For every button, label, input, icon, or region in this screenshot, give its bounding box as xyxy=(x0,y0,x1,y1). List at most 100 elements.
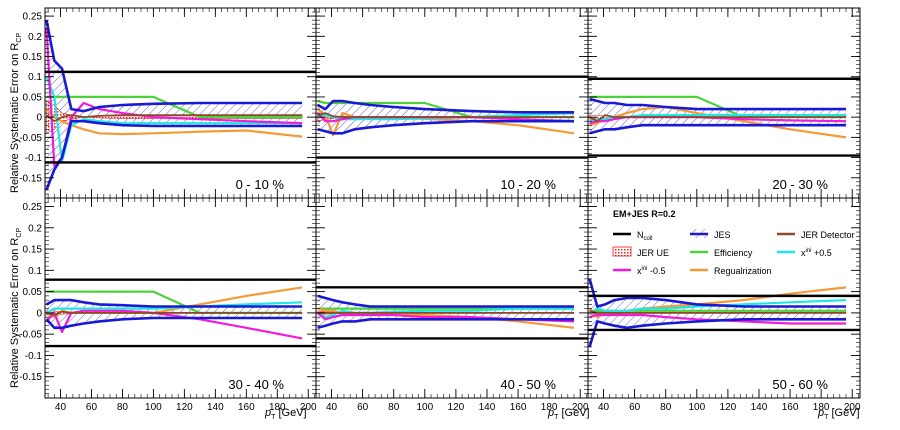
y-tick-label: 0.1 xyxy=(28,72,42,83)
y-axis-title-top: Relative Systematic Error on RCP xyxy=(9,33,23,193)
legend-label: Ncoll xyxy=(637,230,653,242)
panel-plot-area xyxy=(316,75,588,159)
x-tick-label: 120 xyxy=(448,402,465,413)
xini-plus-line xyxy=(589,299,847,314)
panel-plot-area xyxy=(45,278,316,348)
x-axis-title-3: pT [GeV] xyxy=(817,407,860,421)
y-tick-label: 0.05 xyxy=(23,92,43,103)
legend-item-regularization: Regualrization xyxy=(690,266,772,276)
x-tick-label: 120 xyxy=(720,402,737,413)
jes-lower-line xyxy=(317,318,574,330)
x-tick-label: 60 xyxy=(86,402,98,413)
centrality-label: 40 - 50 % xyxy=(500,377,556,392)
legend-label: JER Detector xyxy=(801,230,855,240)
y-tick-label: 0 xyxy=(36,308,42,319)
x-tick-label: 60 xyxy=(629,402,641,413)
legend-item-xini-minus: xini -0.5 xyxy=(613,266,666,276)
y-tick-label: 0.2 xyxy=(28,223,42,234)
y-tick-label: -0.05 xyxy=(19,330,42,341)
panel-2: 10 - 20 % xyxy=(315,7,589,199)
legend-item-n_coll: Ncoll xyxy=(613,230,653,242)
panel-plot-area xyxy=(45,19,316,191)
regularization-line xyxy=(45,108,303,138)
legend-item-xini-plus: xini +0.5 xyxy=(777,248,832,258)
xini-minus-line xyxy=(45,309,303,340)
panel-plot-area xyxy=(588,77,860,157)
centrality-label: 50 - 60 % xyxy=(772,377,828,392)
jer-detector-line xyxy=(589,309,846,314)
panel-frame xyxy=(315,197,589,399)
jes-upper-line xyxy=(589,97,846,111)
x-axis-title-2: pT [GeV] xyxy=(547,407,590,421)
y-tick-label: -0.1 xyxy=(25,351,43,362)
x-tick-label: 140 xyxy=(479,402,496,413)
panel-frame xyxy=(44,197,317,399)
x-tick-label: 180 xyxy=(269,402,286,413)
x-tick-label: 140 xyxy=(751,402,768,413)
x-tick-label: 40 xyxy=(598,402,610,413)
legend-item-efficiency: Efficiency xyxy=(690,248,753,258)
jer-detector-line xyxy=(589,114,846,123)
jes-lower-line xyxy=(317,119,574,135)
jes-lower-line xyxy=(45,316,303,330)
y-tick-label: -0.1 xyxy=(25,153,43,164)
panel-3: 20 - 30 % xyxy=(587,7,861,199)
x-tick-label: 160 xyxy=(510,402,527,413)
x-tick-label: 120 xyxy=(176,402,193,413)
centrality-label: 20 - 30 % xyxy=(772,177,828,192)
legend-item-jes: JES xyxy=(690,229,731,240)
x-tick-label: 100 xyxy=(416,402,433,413)
legend-swatch xyxy=(612,246,632,257)
legend-label: JER UE xyxy=(637,248,669,258)
x-tick-label: 200 xyxy=(300,402,317,413)
x-tick-label: 200 xyxy=(572,402,589,413)
panel-1: -0.15 -0.1 -0.05 0 0.05 0.1 0.15 0.2 0.25 0 - 10 … xyxy=(19,7,317,199)
y-tick-label: 0.15 xyxy=(23,52,43,63)
panel-4: -0.15 -0.1 -0.05 0 0.05 0.1 0.15 0.2 0.25 40 60 80 1… xyxy=(19,197,317,413)
legend-label: xini +0.5 xyxy=(801,248,832,258)
panels-layer: -0.15 -0.1 -0.05 0 0.05 0.1 0.15 0.2 0.25 0 - 10 … xyxy=(19,7,861,413)
panel-plot-area xyxy=(588,278,860,348)
jes-lower-line xyxy=(588,318,846,348)
x-tick-label: 160 xyxy=(782,402,799,413)
panel-plot-area xyxy=(316,286,588,340)
y-tick-label: 0.25 xyxy=(23,202,43,213)
legend-label: xini -0.5 xyxy=(637,266,666,276)
x-tick-label: 160 xyxy=(238,402,255,413)
legend-label: Efficiency xyxy=(714,248,753,258)
x-tick-label: 140 xyxy=(207,402,224,413)
y-tick-label: -0.15 xyxy=(19,173,42,184)
xini-plus-line xyxy=(45,76,303,163)
legend-label: JES xyxy=(714,230,731,240)
y-tick-label: 0.05 xyxy=(23,287,43,298)
jes-upper-line xyxy=(317,294,574,308)
y-tick-label: 0 xyxy=(36,113,42,124)
y-tick-label: -0.15 xyxy=(19,372,42,383)
xini-minus-line xyxy=(316,312,575,323)
jer-detector-line xyxy=(45,114,303,123)
jes-lower-line xyxy=(589,123,846,135)
legend-item-jer-detector: JER Detector xyxy=(777,230,855,240)
y-tick-label: -0.05 xyxy=(19,133,42,144)
jes-upper-line xyxy=(45,19,303,113)
x-tick-label: 200 xyxy=(844,402,861,413)
xini-minus-line xyxy=(589,313,846,325)
y-tick-label: 0.2 xyxy=(28,32,42,43)
legend: EM+JES R=0.2 Ncoll JES JER Detector JER UE Ef… xyxy=(612,209,855,276)
xini-plus-line xyxy=(589,114,846,123)
legend-label: Regualrization xyxy=(714,266,772,276)
y-axis-title-bottom: Relative Systematic Error on RCP xyxy=(9,228,23,388)
y-tick-label: 0.25 xyxy=(23,12,43,23)
jer-detector-line xyxy=(317,112,574,118)
x-tick-label: 80 xyxy=(660,402,672,413)
jer-detector-line xyxy=(46,310,303,316)
jes-upper-line xyxy=(588,278,846,308)
centrality-label: 10 - 20 % xyxy=(500,177,556,192)
x-tick-label: 80 xyxy=(388,402,400,413)
x-tick-label: 40 xyxy=(326,402,338,413)
centrality-label: 0 - 10 % xyxy=(236,177,285,192)
centrality-label: 30 - 40 % xyxy=(228,377,284,392)
efficiency-line xyxy=(46,95,303,119)
x-tick-label: 100 xyxy=(688,402,705,413)
